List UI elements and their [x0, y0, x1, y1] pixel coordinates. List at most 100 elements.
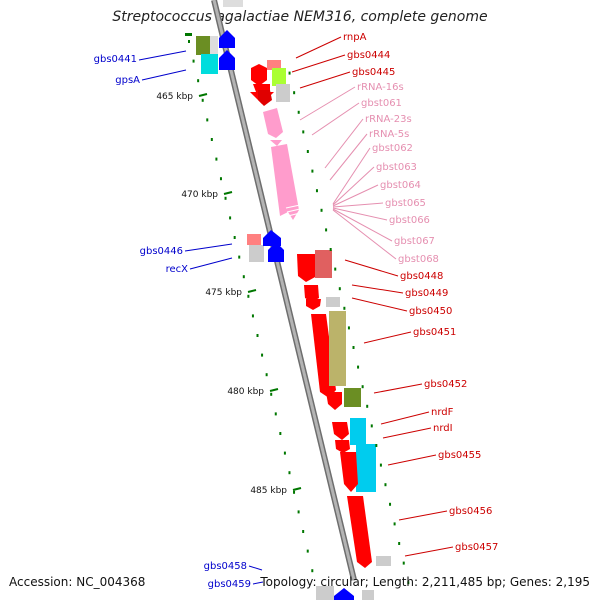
gene-box-bottom[interactable]: [362, 590, 374, 600]
gene-label-gbs0452[interactable]: gbs0452: [424, 379, 467, 390]
bottom-feature-group: [316, 586, 374, 600]
rrna-label-gbst068[interactable]: gbst068: [398, 254, 439, 265]
rrna-label-gbst061[interactable]: gbst061: [361, 98, 402, 109]
gene-arrow-nrdI[interactable]: [335, 440, 350, 453]
rrna-marker[interactable]: [270, 140, 282, 146]
gene-box-gbs0452[interactable]: [344, 388, 361, 407]
gene-label-gpsA[interactable]: gpsA: [115, 75, 140, 86]
minor-tick: [215, 157, 218, 161]
gene-arrow-gbs0441[interactable]: [219, 30, 235, 48]
gene-box-gbs0446[interactable]: [247, 234, 261, 245]
minor-tick: [293, 91, 296, 95]
left-feature-group-1: [185, 30, 235, 74]
minor-tick: [297, 510, 300, 514]
rrna-label-gbst067[interactable]: gbst067: [394, 236, 435, 247]
minor-tick: [210, 138, 213, 141]
gene-label-gbs0450[interactable]: gbs0450: [409, 306, 452, 317]
gene-label-gbs0455[interactable]: gbs0455: [438, 450, 481, 461]
minor-tick: [375, 444, 378, 447]
minor-tick: [192, 59, 195, 63]
leader-line: [332, 147, 371, 205]
rrna-16s-arrow[interactable]: [263, 108, 283, 138]
leader-line: [351, 297, 408, 312]
leader-line: [252, 581, 264, 585]
minor-tick: [306, 549, 309, 553]
minor-tick: [347, 326, 350, 330]
gene-label-gbs0449[interactable]: gbs0449: [405, 288, 448, 299]
gene-box-nrdF[interactable]: [350, 418, 366, 445]
leader-line: [324, 118, 364, 169]
gene-arrow-gbs0446[interactable]: [263, 230, 281, 246]
leader-line: [404, 546, 454, 557]
gene-label-gbs0448[interactable]: gbs0448: [400, 271, 443, 282]
gene-arrow-nrdF[interactable]: [332, 422, 349, 440]
mini-tick: [185, 33, 192, 36]
gene-box-gbs0444[interactable]: [272, 68, 286, 86]
gene-box-gbs0450[interactable]: [326, 297, 340, 307]
gene-box-gbs0448[interactable]: [315, 250, 332, 278]
gene-label-gbs0441[interactable]: gbs0441: [94, 54, 137, 65]
gene-label-gbs0457[interactable]: gbs0457: [455, 542, 498, 553]
minor-tick: [398, 542, 401, 545]
minor-tick: [201, 98, 204, 102]
gene-arrow-gbs0452[interactable]: [326, 392, 342, 410]
scale-tick-465: [198, 93, 208, 97]
gene-label-recX[interactable]: recX: [166, 264, 189, 275]
gene-label-gbs0444[interactable]: gbs0444: [347, 50, 390, 61]
scale-tick-label: 470 kbp: [181, 190, 218, 200]
gene-label-gbs0445[interactable]: gbs0445: [352, 67, 395, 78]
gene-arrow-gbs0456[interactable]: [347, 496, 372, 568]
gene-box-gbs0441[interactable]: [196, 36, 210, 55]
leader-line: [138, 50, 187, 61]
partial-feature-top[interactable]: [223, 0, 243, 7]
gene-box-gbs0441-b[interactable]: [210, 36, 218, 55]
rrna-label-rRNA-5s[interactable]: rRNA-5s: [369, 129, 409, 140]
gene-box-gbs0445[interactable]: [276, 84, 290, 102]
leader-line: [332, 166, 375, 206]
gene-label-nrdF[interactable]: nrdF: [431, 407, 454, 418]
gene-arrow-gpsA[interactable]: [219, 50, 235, 70]
gene-label-gbs0451[interactable]: gbs0451: [413, 327, 456, 338]
gene-box-gbs0457[interactable]: [376, 556, 391, 566]
gene-box-gpsA[interactable]: [201, 54, 218, 74]
leader-line: [291, 54, 346, 73]
minor-tick: [389, 502, 392, 506]
minor-tick: [306, 150, 309, 153]
gene-arrow-gbs0448[interactable]: [297, 254, 317, 282]
scale-tick-485: [292, 487, 302, 491]
gene-arrow-rnpA[interactable]: [251, 64, 267, 86]
minor-tick: [293, 490, 296, 494]
leader-line: [344, 259, 399, 277]
rrna-23s-arrow[interactable]: [271, 144, 299, 220]
rrna-label-rRNA-16s[interactable]: rRNA-16s: [357, 82, 404, 93]
gene-arrow-gbs0445[interactable]: [258, 90, 272, 106]
gene-arrow-gbs0455[interactable]: [340, 452, 358, 492]
gene-label-gbs0446[interactable]: gbs0446: [140, 246, 183, 257]
gene-label-gbs0459[interactable]: gbs0459: [208, 579, 251, 590]
gene-box-gbs0455[interactable]: [356, 444, 376, 492]
gene-label-gbs0458[interactable]: gbs0458: [204, 561, 247, 572]
leader-line: [299, 71, 351, 89]
rrna-label-rRNA-23s[interactable]: rRNA-23s: [365, 114, 412, 125]
rrna-label-gbst063[interactable]: gbst063: [376, 162, 417, 173]
gene-label-rnpA[interactable]: rnpA: [343, 32, 367, 43]
gene-arrow-gbs0449[interactable]: [304, 285, 319, 302]
gene-box-recX[interactable]: [249, 245, 264, 262]
leader-line: [311, 102, 360, 136]
gene-box-rnpA[interactable]: [267, 60, 281, 70]
rrna-label-gbst065[interactable]: gbst065: [385, 198, 426, 209]
rrna-label-gbst066[interactable]: gbst066: [389, 215, 430, 226]
gene-arrow-gbs0459[interactable]: [334, 588, 354, 600]
minor-tick: [274, 412, 277, 416]
leader-line: [332, 208, 393, 242]
gene-label-nrdI[interactable]: nrdI: [433, 423, 453, 434]
gene-arrow-gbs0450[interactable]: [306, 299, 321, 310]
gene-box-gbs0458[interactable]: [316, 586, 334, 600]
gene-arrow-recX[interactable]: [268, 242, 284, 262]
gene-box-gbs0451[interactable]: [329, 311, 346, 386]
rrna-label-gbst062[interactable]: gbst062: [372, 143, 413, 154]
gene-label-gbs0456[interactable]: gbs0456: [449, 506, 492, 517]
rrna-label-gbst064[interactable]: gbst064: [380, 180, 421, 191]
leader-line: [248, 565, 263, 571]
